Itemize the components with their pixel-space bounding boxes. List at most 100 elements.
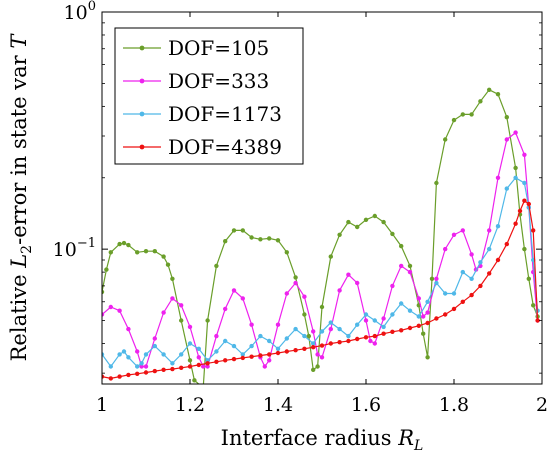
data-point [319, 355, 325, 360]
data-point [478, 99, 483, 104]
data-point [126, 372, 131, 378]
data-point [346, 219, 351, 225]
y-tick-label: 10−1 [53, 236, 96, 261]
data-point [187, 341, 193, 346]
data-point [284, 349, 289, 354]
data-point [513, 221, 518, 226]
data-point [363, 217, 369, 222]
series-2 [102, 130, 540, 369]
data-point [223, 239, 228, 244]
data-point [495, 224, 501, 229]
data-point [117, 352, 122, 357]
data-point [117, 241, 122, 247]
data-point [275, 350, 281, 356]
data-point [372, 333, 377, 339]
data-point [346, 333, 351, 339]
data-point [139, 361, 144, 366]
x-tick-label: 1 [96, 394, 108, 416]
data-point [381, 219, 386, 225]
data-point [249, 354, 254, 359]
data-point [337, 340, 342, 345]
data-point [443, 246, 448, 252]
data-point [143, 352, 149, 357]
data-point [346, 272, 351, 277]
data-point [161, 352, 166, 357]
data-point [267, 236, 272, 241]
x-tick-label: 1.2 [175, 394, 205, 416]
data-point [293, 280, 298, 286]
data-point [284, 250, 289, 255]
data-point [363, 318, 369, 323]
legend-label: DOF=1173 [168, 102, 282, 126]
data-point [201, 364, 206, 369]
data-point [407, 263, 413, 269]
data-point [143, 370, 149, 375]
data-point [315, 352, 320, 357]
legend-label: DOF=105 [168, 36, 269, 60]
data-point [522, 152, 527, 157]
data-point [267, 338, 272, 344]
data-point [495, 257, 501, 263]
data-point [535, 318, 540, 323]
data-point [399, 263, 404, 269]
data-point [240, 355, 245, 361]
data-point [390, 283, 395, 289]
data-point [170, 361, 175, 366]
data-point [249, 322, 254, 327]
data-point [231, 288, 237, 293]
data-point [108, 304, 114, 310]
series-4 [102, 198, 540, 381]
data-point [495, 92, 501, 97]
data-point [504, 186, 509, 191]
data-point [451, 291, 457, 296]
data-point [311, 341, 316, 346]
data-point [231, 343, 237, 349]
data-point [152, 343, 157, 349]
data-point [469, 112, 474, 117]
data-point [284, 291, 289, 296]
data-point [170, 366, 175, 372]
data-point [267, 352, 272, 357]
data-point [425, 299, 430, 304]
data-point [451, 117, 457, 123]
data-point [135, 371, 140, 376]
data-point [337, 326, 342, 332]
data-point [135, 250, 140, 255]
data-point [434, 316, 439, 321]
legend-box [114, 27, 304, 165]
data-point [179, 365, 184, 370]
data-point [293, 275, 298, 280]
data-point [143, 364, 149, 369]
data-point [368, 338, 373, 344]
data-point [240, 352, 245, 357]
data-point [240, 296, 245, 301]
legend-marker [139, 45, 145, 51]
data-point [390, 231, 395, 237]
data-point [328, 254, 333, 259]
data-point [214, 349, 219, 354]
data-point [302, 346, 307, 351]
data-point [161, 367, 166, 372]
legend-marker [139, 144, 145, 150]
data-point [192, 378, 197, 383]
legend-marker [139, 111, 145, 117]
legend-label: DOF=333 [168, 69, 269, 93]
data-point [469, 292, 474, 298]
data-point [355, 224, 360, 230]
data-point [355, 322, 360, 327]
data-point [319, 343, 325, 348]
series-1 [102, 87, 540, 384]
data-point [390, 329, 395, 334]
data-point [429, 276, 435, 281]
data-point [108, 364, 114, 369]
data-point [152, 368, 157, 374]
data-point [434, 280, 439, 286]
data-point [135, 364, 140, 369]
data-point [443, 137, 448, 142]
data-point [355, 280, 360, 286]
data-point [275, 322, 281, 327]
data-point [407, 325, 413, 331]
data-point [126, 355, 131, 360]
data-point [443, 291, 448, 296]
data-point [363, 335, 369, 340]
